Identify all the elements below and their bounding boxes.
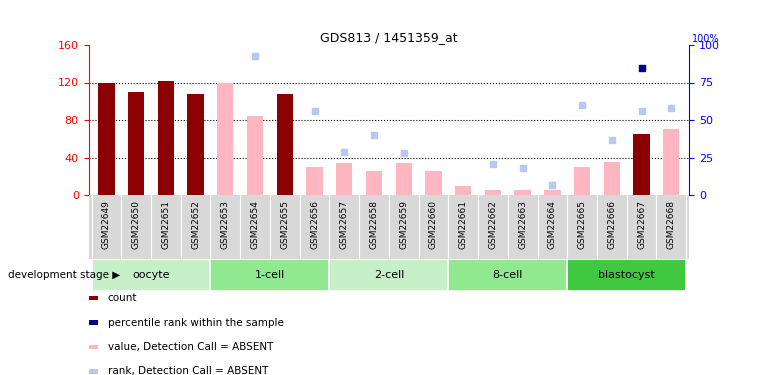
- Bar: [544, 190, 561, 195]
- Bar: [366, 171, 382, 195]
- Text: GSM22661: GSM22661: [459, 200, 467, 249]
- Bar: [634, 134, 650, 195]
- Text: 2-cell: 2-cell: [373, 270, 404, 280]
- Point: [546, 182, 558, 188]
- Title: GDS813 / 1451359_at: GDS813 / 1451359_at: [320, 31, 457, 44]
- Bar: [336, 163, 353, 195]
- Bar: [276, 94, 293, 195]
- Bar: [514, 190, 531, 195]
- Point: [635, 64, 648, 70]
- Bar: [247, 116, 263, 195]
- Bar: [604, 162, 620, 195]
- Point: [100, 21, 112, 27]
- Bar: [663, 129, 679, 195]
- Point: [249, 21, 261, 27]
- Point: [606, 136, 618, 142]
- Text: rank, Detection Call = ABSENT: rank, Detection Call = ABSENT: [108, 366, 268, 375]
- Point: [159, 22, 172, 28]
- Text: 100%: 100%: [692, 34, 719, 44]
- Point: [665, 105, 678, 111]
- Point: [189, 22, 202, 28]
- Bar: [99, 82, 115, 195]
- Text: GSM22655: GSM22655: [280, 200, 290, 249]
- Text: GSM22652: GSM22652: [191, 200, 200, 249]
- Bar: [425, 171, 442, 195]
- Text: GSM22650: GSM22650: [132, 200, 141, 249]
- Bar: [485, 190, 501, 195]
- Point: [368, 132, 380, 138]
- Text: GSM22668: GSM22668: [667, 200, 676, 249]
- Point: [487, 160, 499, 166]
- FancyBboxPatch shape: [448, 259, 567, 291]
- Text: count: count: [108, 293, 137, 303]
- Point: [249, 53, 261, 58]
- Point: [279, 20, 291, 26]
- Bar: [396, 163, 412, 195]
- Point: [635, 108, 648, 114]
- Bar: [187, 94, 204, 195]
- Text: GSM22657: GSM22657: [340, 200, 349, 249]
- Bar: [574, 167, 591, 195]
- Point: [397, 150, 410, 156]
- Text: GSM22666: GSM22666: [608, 200, 616, 249]
- Text: 1-cell: 1-cell: [255, 270, 285, 280]
- Text: GSM22651: GSM22651: [162, 200, 170, 249]
- FancyBboxPatch shape: [92, 259, 210, 291]
- Text: GSM22656: GSM22656: [310, 200, 319, 249]
- Text: oocyte: oocyte: [132, 270, 169, 280]
- Text: GSM22659: GSM22659: [399, 200, 408, 249]
- Text: value, Detection Call = ABSENT: value, Detection Call = ABSENT: [108, 342, 273, 352]
- Bar: [455, 186, 471, 195]
- Text: GSM22653: GSM22653: [221, 200, 229, 249]
- Point: [576, 102, 588, 108]
- Text: GSM22667: GSM22667: [637, 200, 646, 249]
- Bar: [217, 84, 233, 195]
- Text: GSM22662: GSM22662: [488, 200, 497, 249]
- Bar: [158, 81, 174, 195]
- Point: [338, 148, 350, 154]
- Text: 8-cell: 8-cell: [493, 270, 523, 280]
- FancyBboxPatch shape: [567, 259, 686, 291]
- Point: [130, 24, 142, 30]
- Text: GSM22654: GSM22654: [250, 200, 259, 249]
- Text: GSM22658: GSM22658: [370, 200, 379, 249]
- Text: blastocyst: blastocyst: [598, 270, 655, 280]
- FancyBboxPatch shape: [210, 259, 330, 291]
- Text: GSM22665: GSM22665: [578, 200, 587, 249]
- Bar: [306, 167, 323, 195]
- Text: GSM22649: GSM22649: [102, 200, 111, 249]
- FancyBboxPatch shape: [330, 259, 448, 291]
- Text: percentile rank within the sample: percentile rank within the sample: [108, 318, 283, 327]
- Text: GSM22664: GSM22664: [548, 200, 557, 249]
- Text: GSM22660: GSM22660: [429, 200, 438, 249]
- Text: GSM22663: GSM22663: [518, 200, 527, 249]
- Point: [308, 108, 320, 114]
- Text: development stage ▶: development stage ▶: [8, 270, 120, 280]
- Bar: [128, 92, 144, 195]
- Point: [517, 165, 529, 171]
